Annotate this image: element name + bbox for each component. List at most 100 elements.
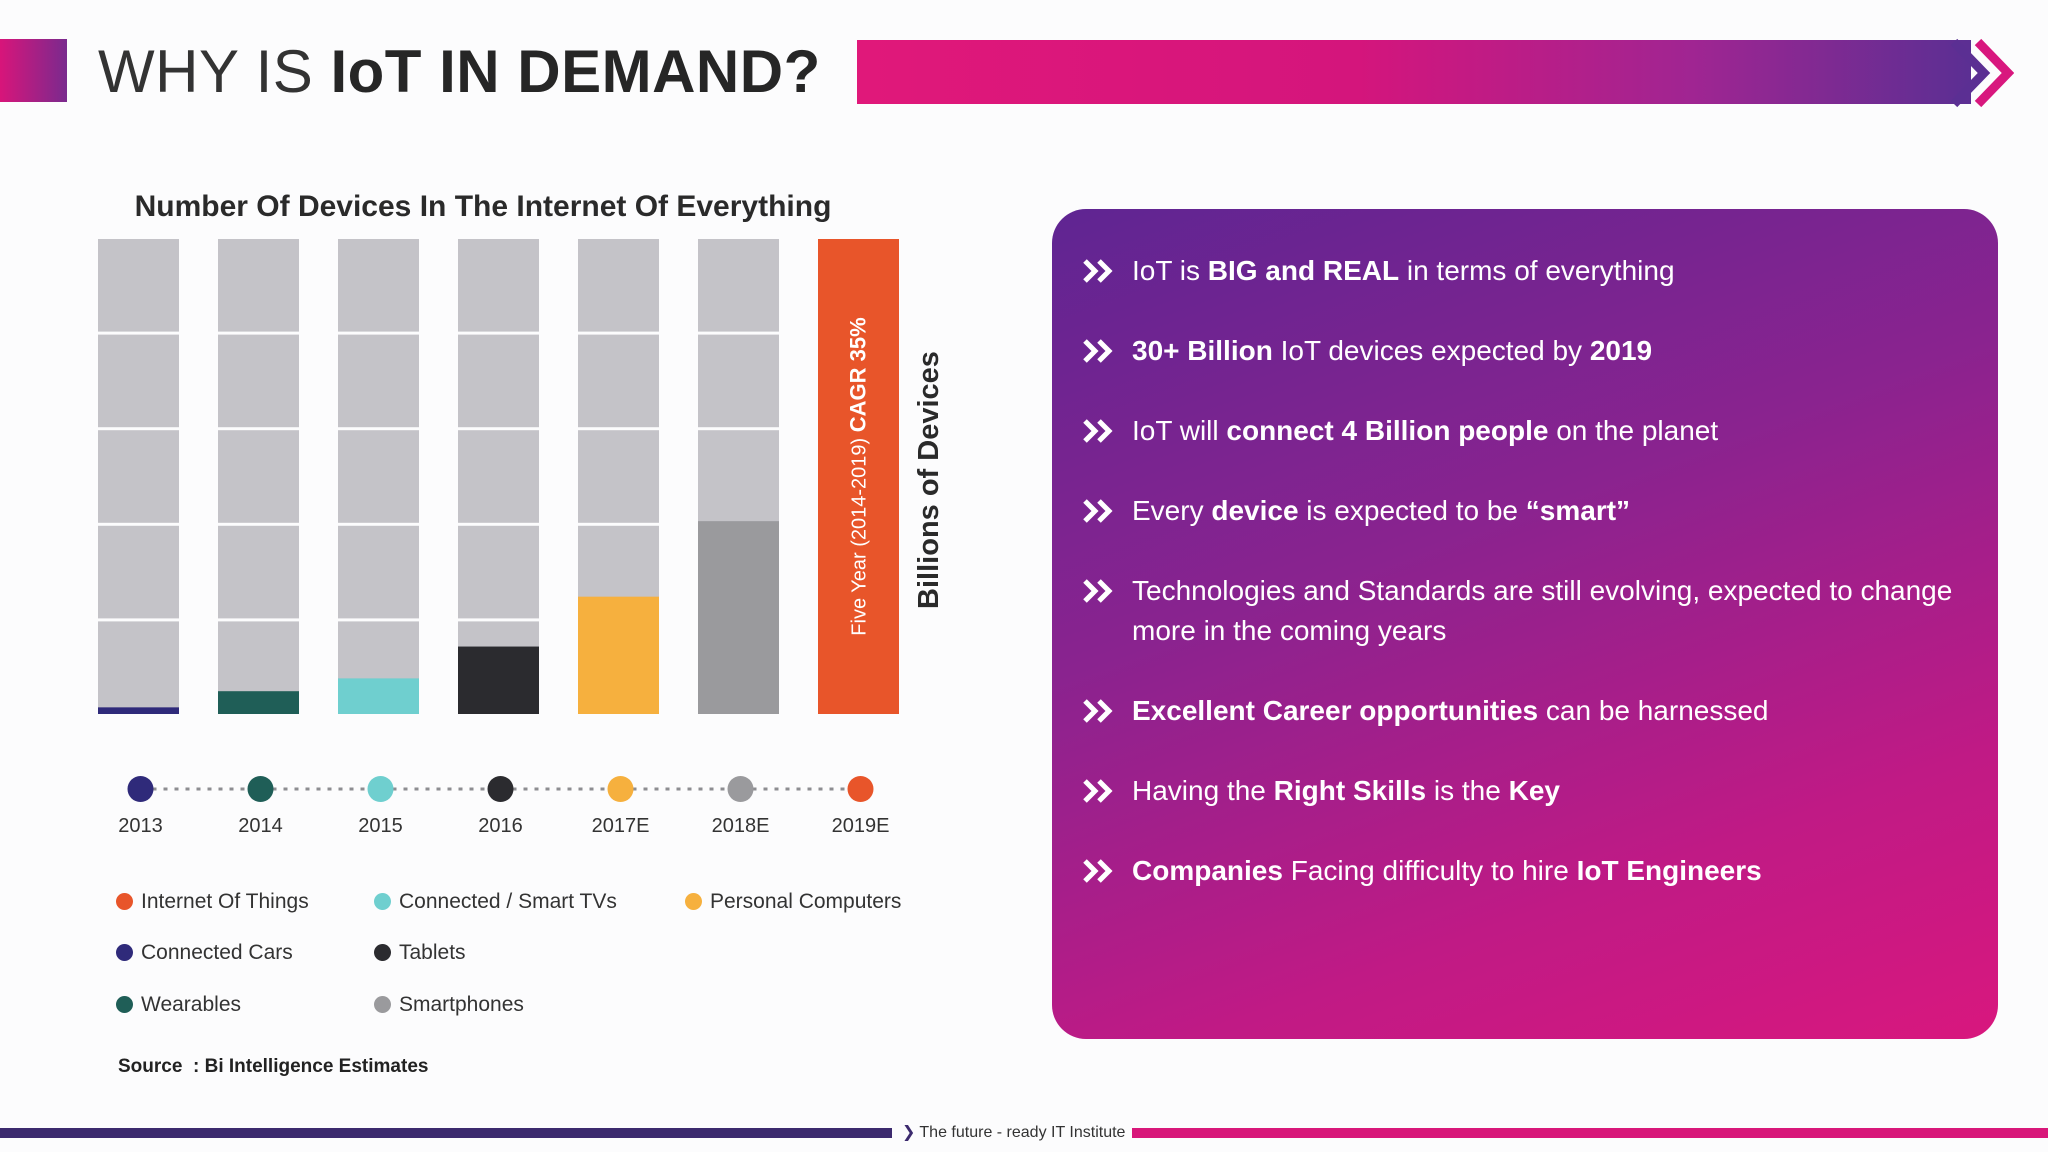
x-tick-label: 2019E [832, 815, 890, 837]
x-tick-label: 2015 [358, 815, 403, 837]
double-chevron-right-icon [1083, 259, 1113, 283]
bar-2014 [218, 691, 299, 714]
chart-title: Number Of Devices In The Internet Of Eve… [134, 190, 832, 223]
legend-label: Personal Computers [710, 890, 902, 913]
bullet-item: Every device is expected to be “smart” [1082, 491, 1962, 531]
bar-2018e [698, 521, 779, 714]
bar-background-segment [338, 334, 419, 428]
bar-2019e [818, 239, 899, 714]
legend-marker [116, 996, 133, 1013]
legend-item-tablets: Tablets [374, 939, 466, 967]
bar-background-segment [698, 239, 779, 332]
bullet-fragment: can be harnessed [1538, 695, 1769, 726]
bar-background-segment [458, 525, 539, 619]
bar-2015 [338, 678, 419, 714]
timeline-dot-2017e [607, 776, 634, 802]
bullet-fragment: Having the [1132, 775, 1274, 806]
timeline-dot-2015 [367, 776, 394, 802]
bar-background-segment [338, 430, 419, 523]
double-chevron-right-icon [1083, 499, 1113, 523]
legend-marker [116, 893, 133, 910]
bar-2013 [98, 707, 179, 714]
source-note: Source : Bi Intelligence Estimates [118, 1056, 428, 1078]
bar-background-segment [218, 430, 299, 523]
legend-marker [374, 996, 391, 1013]
bullet-emphasis: Key [1508, 775, 1560, 806]
bullet-text: IoT is BIG and REAL in terms of everythi… [1132, 251, 1962, 291]
legend-item-connected-smart-tvs: Connected / Smart TVs [374, 888, 617, 916]
timeline-dot-2013 [127, 776, 154, 802]
bullet-emphasis: BIG and REAL [1207, 255, 1400, 286]
header-accent-block [0, 39, 67, 102]
bar-background-segment [98, 621, 179, 714]
annotation-emphasis: CAGR 35% [846, 317, 871, 432]
bullet-emphasis: Excellent Career opportunities [1132, 695, 1539, 726]
legend-label: Internet Of Things [141, 890, 309, 913]
chevron-right-icon: ❯ [902, 1124, 916, 1141]
bullet-item: IoT will connect 4 Billion people on the… [1082, 411, 1962, 451]
page-title-light: WHY IS [98, 38, 331, 105]
bullet-text: Technologies and Standards are still evo… [1132, 571, 1962, 651]
bullet-fragment: is the [1426, 775, 1509, 806]
bullet-emphasis: “smart” [1525, 495, 1631, 526]
bullet-emphasis: device [1211, 495, 1299, 526]
bullet-fragment: is expected to be [1298, 495, 1526, 526]
bullet-emphasis: 30+ Billion [1132, 335, 1273, 366]
legend-item-internet-of-things: Internet Of Things [116, 888, 309, 916]
bar-background-segment [338, 525, 419, 619]
double-chevron-right-icon [1083, 419, 1113, 443]
footer-bar-left [0, 1128, 892, 1138]
timeline-dot-2019e [847, 776, 874, 802]
bar-background-segment [698, 334, 779, 428]
timeline-dot-2016 [487, 776, 514, 802]
legend-item-connected-cars: Connected Cars [116, 939, 293, 967]
bullet-text: Having the Right Skills is the Key [1132, 771, 1962, 811]
legend-label: Wearables [141, 993, 241, 1016]
bullet-item: 30+ Billion IoT devices expected by 2019 [1082, 331, 1962, 371]
bar-background-segment [98, 334, 179, 428]
double-chevron-right-icon [1083, 579, 1113, 603]
legend-marker [116, 944, 133, 961]
bullet-fragment: on the planet [1548, 415, 1719, 446]
legend-item-personal-computers: Personal Computers [685, 888, 901, 916]
bar-background-segment [98, 239, 179, 332]
bar-background-segment [578, 430, 659, 523]
bullet-item: Technologies and Standards are still evo… [1082, 571, 1962, 651]
devices-bar-chart: 2013 2014 2015 2016 2017E 2018E 2019E Five Year… [98, 239, 945, 837]
legend-marker [374, 944, 391, 961]
bullet-emphasis: Companies [1132, 855, 1283, 886]
double-chevron-right-icon [1083, 339, 1113, 363]
legend-marker [374, 893, 391, 910]
page-title: WHY IS IoT IN DEMAND? [98, 34, 821, 110]
bullet-fragment: IoT is [1132, 255, 1208, 286]
bar-2017e [578, 596, 659, 714]
bullet-emphasis: connect 4 Billion people [1226, 415, 1549, 446]
source-value: Bi Intelligence Estimates [204, 1056, 429, 1077]
x-tick-label: 2014 [238, 815, 283, 837]
bullet-text: Every device is expected to be “smart” [1132, 491, 1962, 531]
bar-2016 [458, 646, 539, 714]
legend-label: Connected / Smart TVs [399, 890, 617, 913]
bar-annotation-cagr: Five Year (2014-2019) CAGR 35% [846, 317, 871, 635]
annotation-prefix: Five Year (2014-2019) [849, 432, 871, 635]
bar-background-segment [218, 239, 299, 332]
timeline-dot-2014 [247, 776, 274, 802]
footer-bar-right [1132, 1128, 2048, 1138]
bullet-fragment: Facing difficulty to hire [1282, 855, 1577, 886]
bar-background-segment [98, 525, 179, 619]
bullet-item: Companies Facing difficulty to hire IoT … [1082, 851, 1962, 891]
source-label: Source [118, 1056, 183, 1077]
bullet-text: 30+ Billion IoT devices expected by 2019 [1132, 331, 1962, 371]
bullet-emphasis: Right Skills [1273, 775, 1427, 806]
bar-background-segment [458, 334, 539, 428]
legend-label: Smartphones [399, 993, 524, 1016]
legend-item-smartphones: Smartphones [374, 991, 524, 1019]
x-tick-label: 2016 [478, 815, 523, 837]
x-tick-label: 2013 [118, 815, 163, 837]
y-axis-label: Billions of Devices [913, 351, 945, 609]
bullet-fragment: IoT devices expected by [1272, 335, 1590, 366]
bullet-item: Having the Right Skills is the Key [1082, 771, 1962, 811]
bullet-fragment: IoT will [1132, 415, 1227, 446]
info-panel [1052, 209, 1998, 1039]
bar-background-segment [458, 239, 539, 332]
